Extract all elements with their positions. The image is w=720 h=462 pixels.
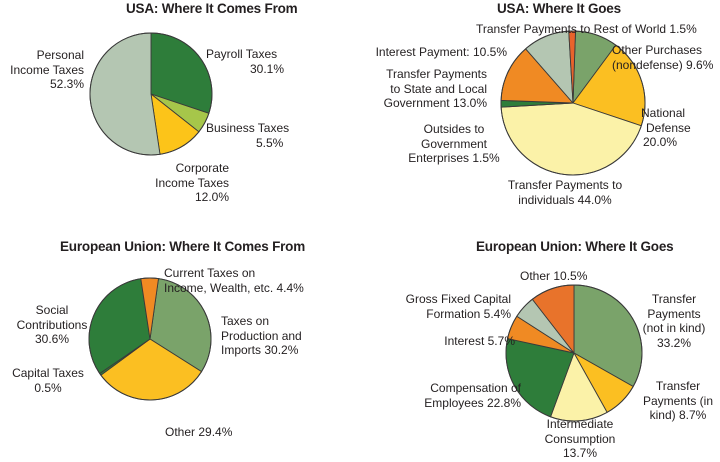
label-personal-income-taxes: Personal Income Taxes 52.3% <box>10 48 84 91</box>
label-intermediate-consumption: Intermediate Consumption 13.7% <box>544 417 616 460</box>
label-outsides-government-enterprises: Outsides to Government Enterprises 1.5% <box>408 122 500 165</box>
label-other-purchases: Other Purchases (nondefense) 9.6% <box>612 43 714 72</box>
label-social-contributions: Social Contributions 30.6% <box>16 303 88 346</box>
label-payroll-taxes: Payroll Taxes 30.1% <box>206 47 285 76</box>
label-transfer-rest-of-world: Transfer Payments to Rest of World 1.5% <box>476 22 697 36</box>
label-current-taxes: Current Taxes on Income, Wealth, etc. 4.… <box>164 266 304 295</box>
label-business-taxes: Business Taxes 5.5% <box>206 121 290 150</box>
label-compensation-employees: Compensation of Employees 22.8% <box>424 381 521 410</box>
label-eu-other-income: Other 29.4% <box>165 425 233 439</box>
label-capital-taxes: Capital Taxes 0.5% <box>12 366 84 395</box>
label-corporate-income-taxes: Corporate Income Taxes 12.0% <box>155 161 229 204</box>
chart-title-usa-comes-from: USA: Where It Comes From <box>126 1 298 16</box>
label-taxes-production-imports: Taxes on Production and Imports 30.2% <box>221 314 302 357</box>
pie-outline <box>88 277 212 401</box>
label-interest-payment: Interest Payment: 10.5% <box>375 45 507 59</box>
label-transfer-individuals: Transfer Payments to individuals 44.0% <box>507 178 623 207</box>
chart-title-usa-goes: USA: Where It Goes <box>497 1 621 16</box>
label-eu-other-spending: Other 10.5% <box>520 269 588 283</box>
label-transfer-state-local: Transfer Payments to State and Local Gov… <box>383 67 487 110</box>
chart-title-eu-goes: European Union: Where It Goes <box>476 239 674 254</box>
pie-outline <box>500 30 646 176</box>
label-gross-fixed-capital: Gross Fixed Capital Formation 5.4% <box>405 292 511 321</box>
pie-outline <box>505 284 643 422</box>
label-national-defense: National Defense 20.0% <box>641 106 691 149</box>
label-transfer-not-in-kind: Transfer Payments (not in kind) 33.2% <box>642 292 706 350</box>
label-transfer-in-kind: Transfer Payments (in kind) 8.7% <box>642 379 714 422</box>
chart-title-eu-comes-from: European Union: Where It Comes From <box>60 239 306 254</box>
label-eu-interest: Interest 5.7% <box>444 334 515 348</box>
pie-outline <box>89 32 213 156</box>
